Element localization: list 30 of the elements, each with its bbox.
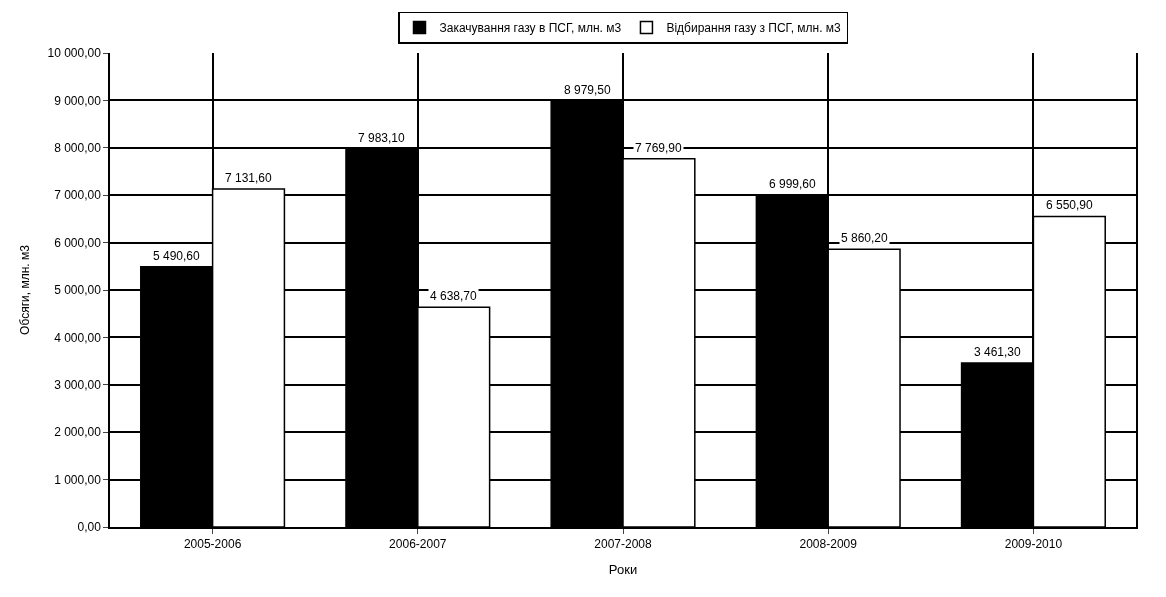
x-tick-label: 2007-2008 bbox=[594, 537, 653, 552]
data-label: 4 638,70 bbox=[430, 289, 478, 303]
data-label: 8 979,50 bbox=[564, 83, 612, 97]
y-tick-label: 10 000,00 bbox=[47, 46, 102, 61]
y-tick-label: 4 000,00 bbox=[54, 330, 102, 345]
x-axis-title: Роки bbox=[608, 562, 638, 578]
y-tick-label: 6 000,00 bbox=[54, 235, 102, 250]
y-tick-label: 3 000,00 bbox=[54, 378, 102, 392]
y-tick-label: 0,00 bbox=[77, 520, 102, 535]
data-label: 6 999,60 bbox=[769, 177, 817, 191]
legend-label: Закачування газу в ПСГ, млн. м3 bbox=[439, 21, 622, 36]
y-tick-label: 8 000,00 bbox=[54, 141, 102, 155]
data-label: 7 769,90 bbox=[635, 141, 683, 155]
data-label: 7 983,10 bbox=[358, 131, 406, 145]
x-tick-label: 2008-2009 bbox=[799, 537, 858, 552]
data-label: 5 490,60 bbox=[153, 249, 201, 263]
y-tick-label: 5 000,00 bbox=[54, 283, 102, 298]
x-tick-label: 2009-2010 bbox=[1004, 537, 1063, 552]
y-tick-label: 2 000,00 bbox=[54, 425, 102, 440]
y-tick-label: 1 000,00 bbox=[54, 472, 102, 487]
data-label: 3 461,30 bbox=[974, 345, 1022, 359]
x-tick-label: 2005-2006 bbox=[183, 537, 242, 552]
data-label: 5 860,20 bbox=[841, 231, 889, 245]
x-tick-label: 2006-2007 bbox=[389, 537, 447, 552]
y-axis-title: Обсяги, млн. м3 bbox=[18, 244, 33, 335]
legend-label: Відбирання газу з ПСГ, млн. м3 bbox=[666, 21, 842, 36]
y-tick-label: 7 000,00 bbox=[54, 188, 102, 203]
data-label: 6 550,90 bbox=[1046, 198, 1094, 212]
y-tick-label: 9 000,00 bbox=[54, 93, 102, 108]
data-label: 7 131,60 bbox=[225, 171, 273, 185]
